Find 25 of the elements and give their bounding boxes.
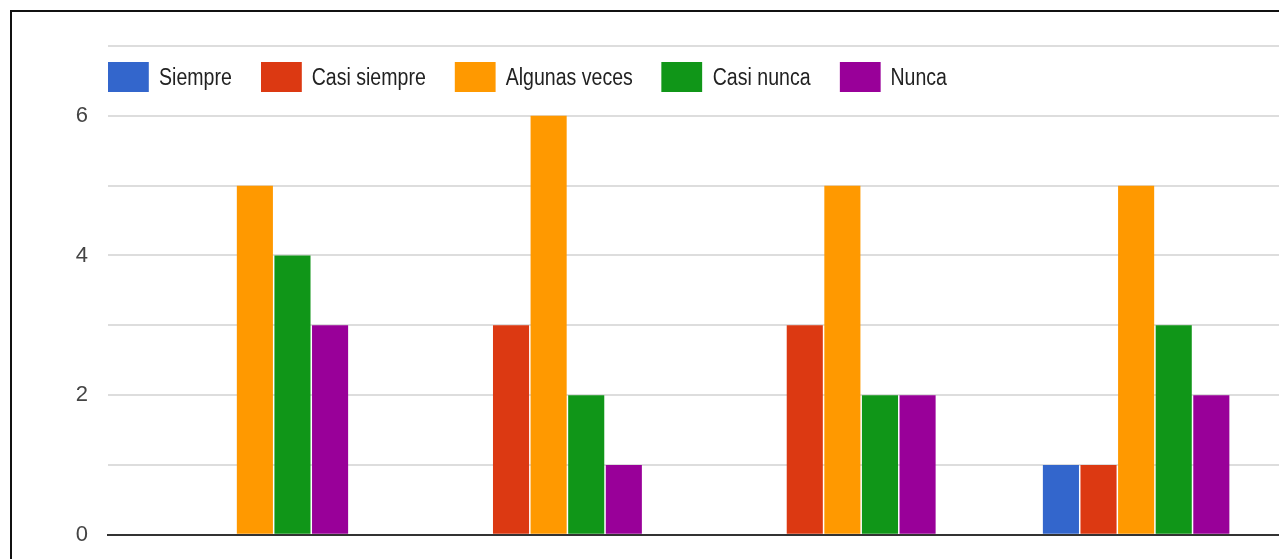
y-tick-label: 4 [75,241,88,267]
bar [236,185,273,534]
bar [824,185,861,534]
bar [1042,464,1079,534]
bar [1155,325,1192,534]
y-tick-label: 0 [75,520,88,546]
legend-label: Casi nunca [712,63,811,91]
legend-label: Casi siempre [311,63,426,91]
bar [568,395,605,534]
bar [605,464,642,534]
bar [861,395,899,534]
legend-label: Siempre [159,63,232,91]
y-tick-label: 6 [75,101,88,127]
bar [786,325,823,534]
bar [274,255,311,534]
bar [492,325,530,534]
bar [899,395,936,534]
bar [1193,395,1230,534]
legend-label: Algunas veces [505,63,633,91]
bar [1080,464,1117,534]
bar [312,325,349,534]
y-tick-label: 2 [75,381,88,407]
bar [1118,185,1155,534]
bar [530,115,567,534]
legend-label: Nunca [890,63,947,91]
